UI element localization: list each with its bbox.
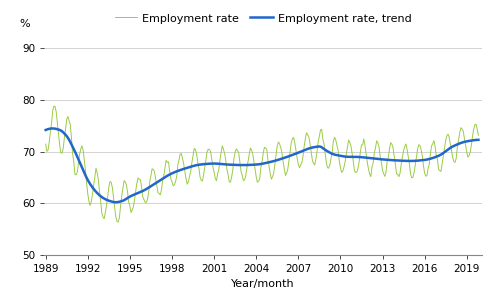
- Employment rate: [102, 211, 108, 214]
- Employment rate: [475, 133, 481, 137]
- Employment rate, trend: [102, 197, 108, 201]
- Employment rate, trend: [292, 152, 298, 156]
- Employment rate: [294, 156, 300, 160]
- Legend: Employment rate, Employment rate, trend: Employment rate, Employment rate, trend: [110, 9, 416, 28]
- Employment rate, trend: [475, 138, 481, 142]
- Employment rate: [404, 148, 410, 151]
- Employment rate, trend: [404, 159, 410, 163]
- Employment rate: [43, 142, 49, 146]
- Employment rate, trend: [113, 200, 119, 204]
- Employment rate, trend: [43, 128, 49, 132]
- Employment rate: [411, 171, 417, 174]
- Line: Employment rate: Employment rate: [46, 106, 478, 222]
- Employment rate, trend: [50, 127, 56, 130]
- Employment rate, trend: [232, 163, 238, 167]
- Employment rate: [232, 150, 238, 154]
- Employment rate, trend: [294, 151, 300, 155]
- Employment rate: [51, 105, 57, 108]
- Employment rate, trend: [411, 159, 417, 163]
- Line: Employment rate, trend: Employment rate, trend: [46, 128, 478, 202]
- Y-axis label: %: %: [19, 19, 30, 29]
- Employment rate: [292, 141, 298, 145]
- Employment rate: [115, 220, 121, 224]
- X-axis label: Year/month: Year/month: [231, 280, 295, 289]
